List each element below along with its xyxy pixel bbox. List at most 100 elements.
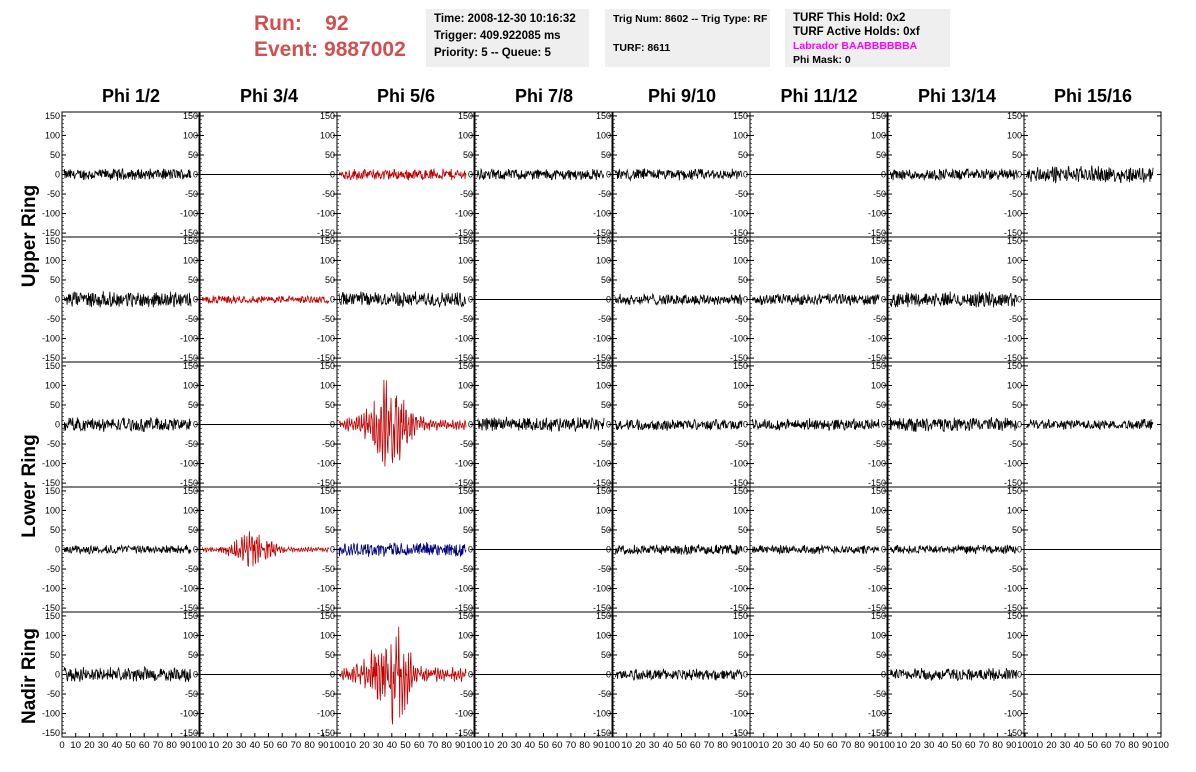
y-tick-label: 150: [871, 111, 886, 121]
y-tick-label: -50: [1009, 564, 1022, 574]
y-tick-label: -100: [180, 209, 198, 219]
x-tick-label: 30: [511, 740, 522, 751]
y-tick-label: 150: [45, 611, 60, 621]
waveform-trace: [889, 544, 1018, 555]
panel-r5-c8: 150 100 50 0 -50 -100 -150: [1004, 611, 1162, 738]
y-tick-label: -100: [180, 709, 198, 719]
y-tick-label: 0: [468, 170, 473, 180]
y-tick-label: -50: [322, 439, 335, 449]
waveform-trace: [614, 668, 743, 681]
y-tick-label: -50: [460, 189, 473, 199]
x-tick-label: 30: [236, 740, 247, 751]
y-tick-label: -100: [42, 459, 60, 469]
x-tick-label: 80: [717, 740, 728, 751]
y-tick-label: -150: [593, 353, 611, 363]
y-tick-label: -50: [460, 689, 473, 699]
y-tick-label: -150: [317, 478, 335, 488]
y-tick-label: -100: [868, 584, 886, 594]
x-tick-label: 90: [455, 740, 466, 751]
x-tick-label: 70: [153, 740, 164, 751]
y-tick-label: 150: [733, 361, 748, 371]
waveform-trace: [63, 665, 192, 683]
x-tick-label: 30: [786, 740, 797, 751]
y-tick-label: -150: [868, 228, 886, 238]
run-label: Run: 92: [254, 12, 349, 35]
y-tick-label: 150: [458, 111, 473, 121]
y-tick-label: 150: [45, 361, 60, 371]
y-tick-label: 150: [320, 111, 335, 121]
x-tick-label: 50: [676, 740, 687, 751]
waveform-trace: [751, 417, 880, 431]
y-tick-label: -150: [1004, 228, 1022, 238]
x-tick-label: 60: [139, 740, 150, 751]
priority-text: Priority: 5 -- Queue: 5: [434, 47, 551, 59]
panel-r3-c7: 150 100 50 0 -50 -100 -150: [868, 361, 1026, 488]
x-tick-label: 20: [635, 740, 646, 751]
trig-info-box: Trig Num: 8602 -- Trig Type: RF TURF: 86…: [605, 9, 770, 67]
y-tick-label: -50: [735, 189, 748, 199]
x-tick-label: 60: [552, 740, 563, 751]
y-tick-label: -150: [1004, 603, 1022, 613]
y-tick-label: 0: [55, 420, 60, 430]
y-tick-label: 100: [871, 130, 886, 140]
y-tick-label: 50: [188, 400, 198, 410]
x-tick-label: 20: [359, 740, 370, 751]
phi-header-2: Phi 3/4: [239, 86, 299, 106]
y-tick-label: 50: [325, 650, 335, 660]
waveform-trace: [338, 626, 467, 725]
x-tick-label: 50: [263, 740, 274, 751]
panel-r1-c5: 150 100 50 0 -50 -100 -150: [593, 111, 751, 238]
y-tick-label: -100: [455, 209, 473, 219]
x-tick-label: 80: [1128, 740, 1139, 751]
y-tick-label: 150: [1007, 111, 1022, 121]
x-tick-label: 100: [879, 740, 895, 751]
y-tick-label: 100: [183, 380, 198, 390]
panel-r2-c2: 150 100 50 0 -50 -100 -150: [180, 236, 338, 363]
panel-r1-c6: 150 100 50 0 -50 -100 -150: [730, 111, 888, 238]
y-tick-label: -150: [455, 353, 473, 363]
y-tick-label: 100: [733, 255, 748, 265]
y-tick-label: 150: [183, 111, 198, 121]
x-tick-label: 50: [400, 740, 411, 751]
y-tick-label: -100: [1004, 209, 1022, 219]
x-tick-label: 30: [649, 740, 660, 751]
x-tick-label: 80: [992, 740, 1003, 751]
y-tick-label: 50: [50, 275, 60, 285]
y-tick-label: 0: [468, 295, 473, 305]
y-tick-label: 50: [50, 650, 60, 660]
y-tick-label: -50: [735, 439, 748, 449]
panel-r4-c8: 150 100 50 0 -50 -100 -150: [1004, 486, 1162, 613]
y-tick-label: -100: [730, 209, 748, 219]
y-tick-label: 100: [596, 255, 611, 265]
waveform-trace: [201, 531, 330, 568]
panel-r5-c3: 150 100 50 0 -50 -100 -150: [317, 611, 475, 738]
y-tick-label: -100: [868, 334, 886, 344]
y-tick-label: -150: [593, 728, 611, 738]
phi-header-5: Phi 9/10: [647, 86, 717, 106]
y-tick-label: 100: [458, 505, 473, 515]
y-tick-label: 150: [733, 611, 748, 621]
event-label: Event: 9887002: [254, 38, 406, 61]
y-tick-label: 100: [45, 630, 60, 640]
y-tick-label: 100: [871, 505, 886, 515]
y-tick-label: 0: [606, 545, 611, 555]
panel-r4-c4: 150 100 50 0 -50 -100 -150: [455, 486, 613, 613]
y-tick-label: -100: [593, 459, 611, 469]
y-tick-label: 50: [1012, 400, 1022, 410]
panel-r3-c8: 150 100 50 0 -50 -100 -150: [1004, 361, 1162, 488]
y-tick-label: 150: [1007, 611, 1022, 621]
y-tick-label: -50: [873, 439, 886, 449]
waveform-trace: [338, 168, 467, 181]
waveform-trace: [1025, 418, 1154, 431]
y-tick-label: -50: [598, 689, 611, 699]
y-tick-label: 50: [188, 525, 198, 535]
x-tick-label: 40: [938, 740, 949, 751]
y-tick-label: 0: [330, 670, 335, 680]
y-tick-label: 0: [330, 170, 335, 180]
y-tick-label: 50: [738, 650, 748, 660]
y-tick-label: -100: [42, 334, 60, 344]
waveform-trace: [338, 541, 467, 558]
x-tick-label: 40: [250, 740, 261, 751]
y-tick-label: 50: [188, 150, 198, 160]
y-tick-label: 0: [330, 420, 335, 430]
